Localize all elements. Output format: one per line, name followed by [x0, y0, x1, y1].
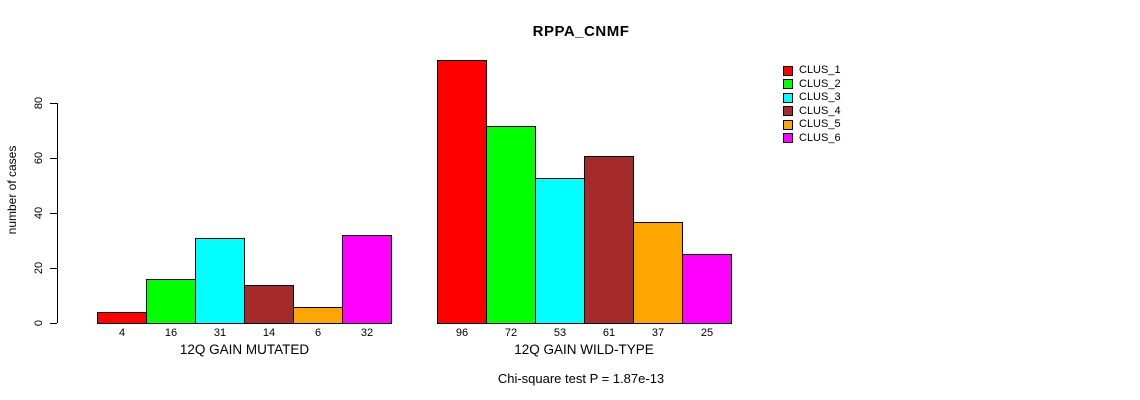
legend-item: CLUS_5: [783, 119, 841, 130]
bar-value-label: 16: [164, 327, 178, 339]
legend-item: CLUS_4: [783, 104, 841, 117]
bar-value-label: 61: [602, 327, 616, 339]
bar-clus-6-group1: [342, 235, 392, 324]
legend-swatch-clus-4: [783, 106, 793, 116]
bar-value-label: 25: [700, 327, 714, 339]
legend-label: CLUS_4: [799, 104, 841, 117]
y-tick: [50, 158, 57, 159]
legend-item: CLUS_3: [783, 92, 841, 103]
bar-clus-1-group2: [437, 60, 487, 324]
legend-item: CLUS_6: [783, 131, 841, 144]
legend-item: CLUS_1: [783, 65, 841, 76]
y-tick-label: 60: [33, 151, 45, 165]
y-axis-line: [57, 103, 58, 323]
bar-value-label: 32: [360, 327, 374, 339]
legend-swatch-clus-3: [783, 92, 793, 103]
chi-square-annotation: Chi-square test P = 1.87e-13: [497, 371, 665, 386]
bar-clus-2-group1: [146, 279, 196, 324]
bar-clus-1-group1: [97, 312, 147, 324]
bar-value-label: 6: [314, 327, 322, 339]
group-label-wild-type: 12Q GAIN WILD-TYPE: [514, 342, 654, 357]
y-tick-label: 80: [33, 96, 45, 110]
legend-label: CLUS_5: [799, 118, 841, 130]
y-axis-label: number of cases: [5, 145, 19, 235]
legend-swatch-clus-1: [783, 65, 793, 76]
bar-clus-4-group2: [584, 156, 634, 324]
group-label-mutated: 12Q GAIN MUTATED: [179, 342, 310, 357]
bar-clus-3-group2: [535, 178, 585, 324]
legend-label: CLUS_1: [799, 64, 841, 76]
legend-label: CLUS_3: [799, 91, 841, 103]
y-tick: [50, 268, 57, 269]
bar-clus-4-group1: [244, 285, 294, 324]
legend-swatch-clus-2: [783, 79, 793, 89]
y-tick-label: 40: [33, 206, 45, 220]
y-tick: [50, 323, 57, 324]
bar-value-label: 31: [213, 327, 227, 339]
y-tick: [50, 213, 57, 214]
chart-title: RPPA_CNMF: [532, 23, 630, 40]
bar-value-label: 4: [118, 327, 126, 339]
bar-clus-5-group1: [293, 307, 343, 324]
legend-swatch-clus-6: [783, 133, 793, 143]
bar-value-label: 14: [262, 327, 276, 339]
legend-item: CLUS_2: [783, 77, 841, 90]
legend-swatch-clus-5: [783, 119, 793, 130]
bar-value-label: 53: [553, 327, 567, 339]
bar-clus-3-group1: [195, 238, 245, 324]
legend-label: CLUS_2: [799, 77, 841, 90]
bar-value-label: 37: [651, 327, 665, 339]
y-tick-label: 20: [33, 261, 45, 275]
y-tick-label: 0: [33, 319, 45, 327]
bar-clus-2-group2: [486, 126, 536, 324]
legend-label: CLUS_6: [799, 131, 841, 144]
bar-clus-6-group2: [682, 254, 732, 324]
y-tick: [50, 103, 57, 104]
bar-value-label: 96: [455, 327, 469, 339]
bar-clus-5-group2: [633, 222, 683, 324]
bar-value-label: 72: [504, 327, 518, 339]
